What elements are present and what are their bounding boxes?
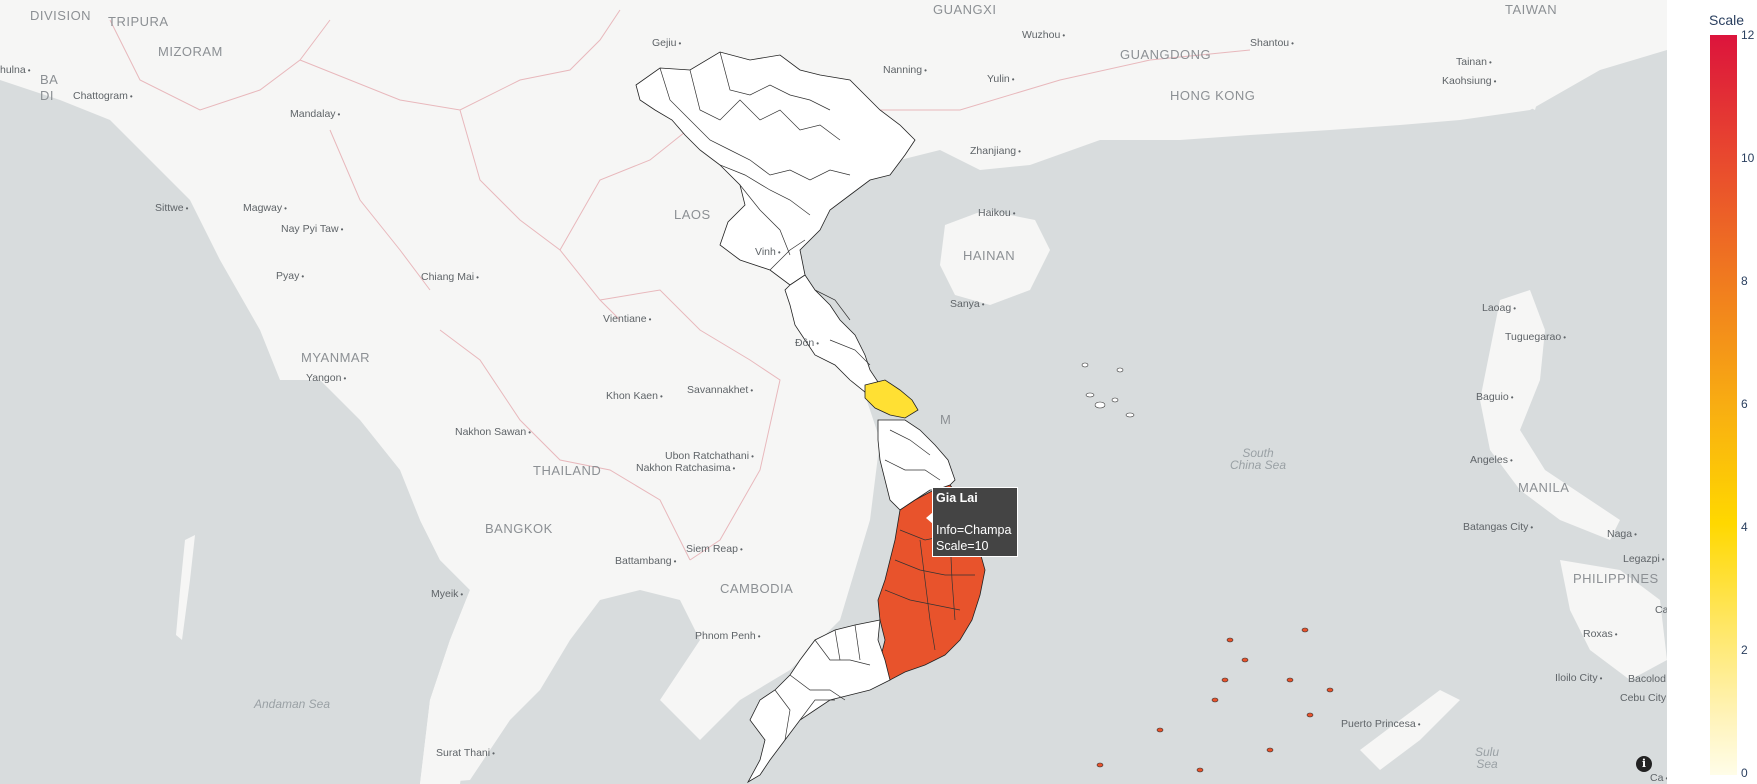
region-quang-nam bbox=[864, 379, 919, 419]
label-mizoram: MIZORAM bbox=[158, 44, 223, 59]
tooltip-info: Info=Champa bbox=[936, 523, 1012, 537]
colorbar-tick-10: 10 bbox=[1741, 151, 1755, 165]
label-partial-don: Đồn bbox=[795, 337, 819, 349]
label-guangdong: GUANGDONG bbox=[1120, 47, 1212, 62]
colorbar-tick-12: 12 bbox=[1741, 28, 1755, 42]
label-partial-ba: BA bbox=[40, 72, 59, 87]
label-myeik: Myeik bbox=[431, 588, 463, 600]
label-shantou: Shantou bbox=[1250, 37, 1294, 49]
label-bangkok: BANGKOK bbox=[485, 521, 553, 536]
region-north-central bbox=[784, 274, 881, 393]
andaman-islands bbox=[176, 535, 195, 640]
label-cambodia: CAMBODIA bbox=[720, 581, 794, 596]
label-siem-reap: Siem Reap bbox=[686, 543, 743, 555]
label-khon-kaen: Khon Kaen bbox=[606, 390, 663, 402]
label-gejiu: Gejiu bbox=[652, 37, 681, 49]
label-nanning: Nanning bbox=[883, 64, 927, 76]
label-haikou: Haikou bbox=[978, 207, 1016, 219]
label-chattogram: Chattogram bbox=[73, 90, 133, 102]
hainan-island bbox=[940, 210, 1050, 305]
colorbar-tick-4: 4 bbox=[1741, 520, 1748, 534]
label-hainan: HAINAN bbox=[963, 248, 1016, 263]
label-laoag: Laoag bbox=[1482, 302, 1516, 314]
label-nakhon-ratchasima: Nakhon Ratchasima bbox=[636, 462, 735, 474]
label-sulu-sea: Sulu Sea bbox=[1474, 745, 1500, 771]
label-partial-ca-2: Ca bbox=[1650, 772, 1667, 784]
label-magway: Magway bbox=[243, 202, 287, 214]
colorbar-tick-8: 8 bbox=[1741, 274, 1748, 288]
label-pyay: Pyay bbox=[276, 270, 304, 282]
label-surat-thani: Surat Thani bbox=[436, 747, 495, 759]
label-baguio: Baguio bbox=[1476, 391, 1514, 403]
label-nakhon-sawan: Nakhon Sawan bbox=[455, 426, 531, 438]
mainland-asia bbox=[0, 0, 1667, 784]
label-laos: LAOS bbox=[674, 207, 711, 222]
malay-peninsula bbox=[420, 520, 490, 784]
label-hong-kong: HONG KONG bbox=[1170, 88, 1256, 103]
label-andaman-sea: Andaman Sea bbox=[253, 697, 331, 711]
label-philippines: PHILIPPINES bbox=[1573, 571, 1659, 586]
label-myanmar: MYANMAR bbox=[301, 350, 370, 365]
colorbar-title: Scale bbox=[1709, 12, 1745, 28]
label-savannakhet: Savannakhet bbox=[687, 384, 753, 396]
info-icon[interactable]: i bbox=[1636, 756, 1652, 772]
basemap bbox=[0, 0, 1667, 784]
label-partial-di: DI bbox=[40, 88, 54, 103]
label-batangas-city: Batangas City bbox=[1463, 521, 1533, 533]
label-roxas: Roxas bbox=[1583, 628, 1618, 640]
label-ubon-ratchathani: Ubon Ratchathani bbox=[665, 450, 754, 462]
label-yangon: Yangon bbox=[306, 372, 346, 384]
palawan-island bbox=[1360, 690, 1460, 770]
label-manila: MANILA bbox=[1518, 480, 1570, 495]
label-mandalay: Mandalay bbox=[290, 108, 340, 120]
tooltip-scale: Scale=10 bbox=[936, 539, 989, 553]
label-puerto-princesa: Puerto Princesa bbox=[1341, 718, 1421, 730]
label-angeles: Angeles bbox=[1470, 454, 1513, 466]
label-division: DIVISION bbox=[30, 8, 92, 23]
label-yulin: Yulin bbox=[987, 73, 1015, 85]
label-kaohsiung: Kaohsiung bbox=[1442, 75, 1496, 87]
label-tainan: Tainan bbox=[1456, 56, 1492, 68]
label-vientiane: Vientiane bbox=[603, 313, 651, 325]
tooltip-title: Gia Lai bbox=[936, 491, 978, 505]
label-bacolod: Bacolod bbox=[1628, 673, 1667, 685]
label-zhanjiang: Zhanjiang bbox=[970, 145, 1021, 157]
label-cebu-city: Cebu City bbox=[1620, 692, 1667, 704]
label-partial-ca: Ca bbox=[1655, 604, 1667, 616]
label-partial-hulna: hulna bbox=[0, 64, 31, 76]
visayas-islands bbox=[1560, 560, 1667, 680]
colorbar bbox=[1710, 35, 1737, 775]
label-sittwe: Sittwe bbox=[155, 202, 188, 214]
colorbar-tick-0: 0 bbox=[1741, 766, 1748, 780]
label-partial-vinh: Vinh bbox=[755, 246, 781, 258]
label-chiang-mai: Chiang Mai bbox=[421, 271, 479, 283]
label-taiwan: TAIWAN bbox=[1505, 2, 1558, 17]
map-canvas[interactable]: DIVISION TRIPURA MIZORAM GUANGXI GUANGDO… bbox=[0, 0, 1667, 784]
label-naga: Naga bbox=[1607, 528, 1637, 540]
label-nay-pyi-taw: Nay Pyi Taw bbox=[281, 223, 343, 235]
label-tuguegarao: Tuguegarao bbox=[1505, 331, 1566, 343]
label-guangxi: GUANGXI bbox=[933, 2, 997, 17]
region-south bbox=[746, 619, 891, 784]
label-battambang: Battambang bbox=[615, 555, 676, 567]
label-sanya: Sanya bbox=[950, 298, 985, 310]
hover-tooltip: Gia Lai Info=Champa Scale=10 bbox=[926, 487, 1018, 557]
colorbar-tick-2: 2 bbox=[1741, 643, 1748, 657]
luzon-island bbox=[1480, 290, 1620, 540]
label-legazpi: Legazpi bbox=[1623, 553, 1665, 565]
label-thailand: THAILAND bbox=[533, 463, 602, 478]
colorbar-tick-6: 6 bbox=[1741, 397, 1748, 411]
offshore-islands bbox=[1081, 362, 1334, 773]
label-wuzhou: Wuzhou bbox=[1022, 29, 1065, 41]
taiwan-island bbox=[1510, 0, 1555, 110]
label-partial-m: M bbox=[940, 412, 952, 427]
label-iloilo-city: Iloilo City bbox=[1555, 672, 1602, 684]
label-phnom-penh: Phnom Penh bbox=[695, 630, 761, 642]
label-tripura: TRIPURA bbox=[108, 14, 169, 29]
label-south-china-sea: South China Sea bbox=[1229, 446, 1287, 472]
